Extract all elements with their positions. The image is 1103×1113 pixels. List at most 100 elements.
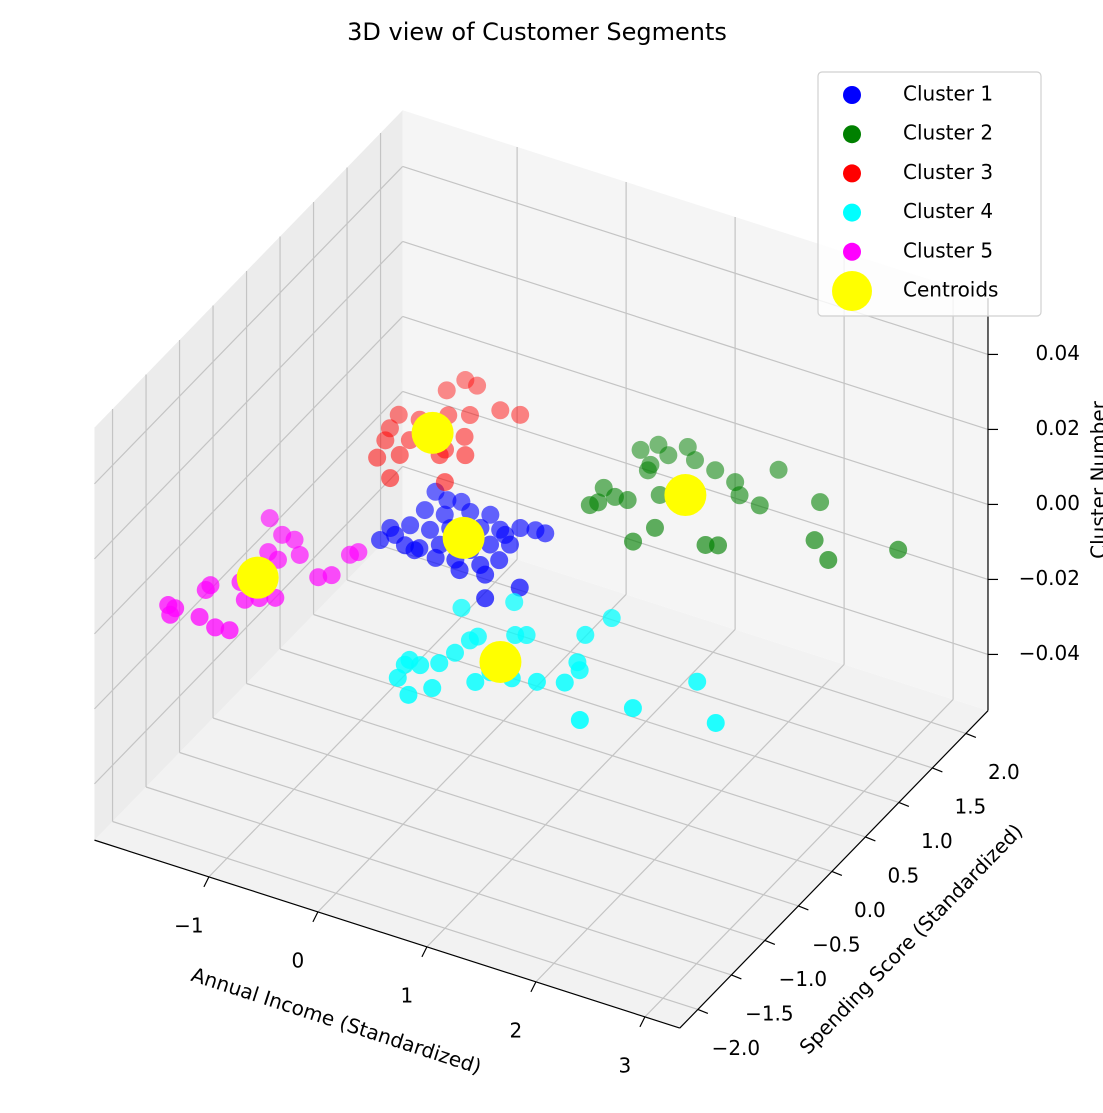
point [455,427,474,446]
legend-label: Cluster 4 [903,199,993,223]
point [678,437,697,456]
point [889,540,908,559]
legend-marker [843,203,861,222]
point [411,656,430,675]
point [659,446,678,465]
grid-line [402,240,989,431]
point [285,530,304,549]
y-tick-label: −2.0 [712,1036,761,1060]
legend-label: Cluster 5 [903,238,993,262]
point [650,485,669,504]
y-tick-label: −1.5 [745,1001,794,1025]
y-tick-label: −0.5 [812,932,861,956]
point [685,451,704,470]
point [496,525,515,544]
point [570,711,589,730]
y-axis [679,710,989,1029]
point [381,469,400,488]
point [371,531,390,550]
floor-pane [94,522,988,1029]
grid-line [94,316,404,635]
x-tick [639,1016,646,1028]
grid-line [112,820,699,1011]
point [381,518,400,537]
y-tick [798,905,809,911]
point [536,524,555,543]
point [576,625,595,644]
point [456,446,475,465]
point [349,543,368,562]
legend-label: Cluster 2 [903,121,993,145]
y-tick [831,870,843,877]
point [390,445,409,464]
legend-marker [843,242,861,261]
point [624,532,643,551]
point [190,607,209,626]
point [481,505,500,524]
point [405,541,424,560]
y-tick-label: 0.5 [887,863,919,887]
point [730,486,749,505]
centroid [442,516,485,559]
legend-label: Centroids [903,278,998,302]
grid-line [179,751,766,942]
point [623,699,642,718]
centroid [411,411,454,454]
y-tick [932,767,943,773]
x-tick [530,981,537,993]
z-tick-label: 0.00 [1035,491,1080,515]
point [481,535,500,554]
point [517,626,536,645]
point [435,473,454,492]
point [388,668,407,687]
grid-line [94,466,404,785]
point [511,405,530,424]
grid-line [246,682,833,873]
grid-line [346,579,933,769]
z-tick-label: −0.04 [1019,641,1080,665]
point [505,593,524,612]
point [688,672,707,691]
grid-line [94,241,404,560]
chart-title: 3D view of Customer Segments [347,18,727,46]
point [706,461,725,480]
y-tick [865,836,876,842]
point [437,381,456,400]
y-tick-label: 2.0 [988,760,1020,784]
point [446,643,464,662]
x-tick [421,946,428,958]
grid-line [402,465,989,656]
point [570,661,589,680]
x-tick-label: 3 [619,1053,632,1077]
legend-box [817,71,1042,317]
point [452,598,471,617]
centroid [236,556,279,599]
point [423,679,442,698]
point [196,580,215,599]
point [401,516,420,535]
point [750,496,769,515]
z-tick-label: 0.04 [1035,341,1080,365]
legend-marker [843,125,861,144]
point [376,431,395,450]
legend-label: Cluster 3 [903,160,993,184]
point [709,536,728,555]
point [511,519,530,538]
grid-line [145,786,732,976]
centroid [479,640,522,683]
legend-marker [843,86,861,104]
y-tick-label: −1.0 [779,967,828,991]
legend-marker [832,271,872,311]
point [456,371,475,390]
y-tick [965,732,977,739]
grid-line [402,315,989,506]
x-tick [312,911,319,923]
y-tick [731,974,742,980]
x-tick-label: 2 [510,1018,523,1042]
point [426,548,445,567]
y-tick-label: 0.0 [854,898,886,922]
y-tick [898,801,910,808]
point [805,531,824,550]
point [769,460,788,479]
